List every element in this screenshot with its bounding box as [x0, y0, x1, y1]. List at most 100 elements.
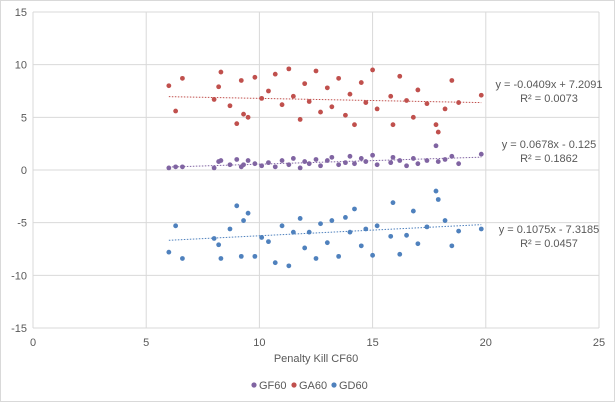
point-gf60 — [415, 161, 421, 167]
trendline-gf60 — [168, 156, 482, 168]
point-gf60 — [173, 164, 179, 170]
point-gd60 — [456, 228, 462, 234]
point-ga60 — [313, 68, 319, 74]
y-tick-label: 10 — [15, 60, 27, 72]
point-ga60 — [279, 102, 285, 108]
point-ga60 — [456, 100, 462, 105]
point-gd60 — [336, 253, 342, 259]
point-gf60 — [388, 160, 394, 166]
point-gd60 — [259, 235, 265, 240]
point-ga60 — [216, 84, 222, 90]
y-tick-label: 15 — [15, 7, 27, 19]
point-gd60 — [290, 229, 296, 235]
point-ga60 — [433, 122, 439, 128]
point-gf60 — [302, 159, 308, 164]
point-gd60 — [297, 216, 303, 221]
point-ga60 — [410, 114, 416, 120]
x-tick-label: 5 — [143, 337, 149, 349]
point-gd60 — [266, 239, 271, 245]
point-ga60 — [302, 81, 308, 87]
x-tick-label: 15 — [366, 337, 378, 349]
point-gf60 — [343, 160, 348, 166]
point-ga60 — [358, 80, 364, 85]
point-gd60 — [352, 206, 357, 212]
point-ga60 — [245, 114, 251, 120]
point-gd60 — [343, 215, 348, 220]
point-gf60 — [211, 165, 217, 171]
equation-gf60: y = 0.0678x - 0.125 — [502, 139, 596, 151]
y-tick-label: 0 — [21, 165, 27, 177]
point-ga60 — [435, 129, 441, 135]
point-ga60 — [329, 104, 335, 110]
point-gd60 — [324, 240, 330, 246]
point-ga60 — [218, 69, 224, 75]
point-gf60 — [397, 158, 403, 163]
r2-gf60: R² = 0.1862 — [520, 153, 578, 165]
point-ga60 — [336, 75, 342, 81]
point-gd60 — [410, 208, 416, 214]
point-gd60 — [166, 249, 172, 255]
point-ga60 — [238, 78, 244, 83]
point-gf60 — [180, 164, 185, 170]
point-gf60 — [227, 162, 233, 168]
legend-marker-gd60 — [331, 382, 337, 388]
point-ga60 — [415, 87, 421, 93]
point-gf60 — [363, 159, 369, 164]
x-tick-label: 25 — [593, 337, 605, 349]
point-gd60 — [397, 251, 403, 257]
point-gf60 — [433, 143, 439, 149]
point-gf60 — [424, 158, 430, 163]
trendline-equations: y = -0.0409x + 7.2091 R² = 0.0073 y = 0.06… — [495, 79, 602, 250]
point-ga60 — [478, 92, 484, 98]
point-gd60 — [216, 242, 222, 248]
point-gf60 — [245, 158, 251, 163]
point-ga60 — [343, 112, 348, 118]
point-ga60 — [404, 98, 409, 103]
point-gf60 — [449, 153, 455, 159]
point-gd60 — [306, 229, 312, 235]
data-points — [166, 66, 484, 269]
point-gd60 — [318, 221, 323, 227]
point-ga60 — [397, 73, 403, 79]
point-gf60 — [404, 163, 409, 169]
point-gd60 — [173, 223, 179, 229]
point-ga60 — [449, 78, 455, 83]
point-gd60 — [218, 256, 224, 261]
point-ga60 — [180, 75, 185, 81]
point-gd60 — [424, 224, 430, 230]
point-gf60 — [218, 158, 224, 163]
point-gf60 — [252, 161, 258, 167]
point-gf60 — [318, 163, 323, 169]
point-gd60 — [252, 253, 258, 259]
point-ga60 — [234, 121, 240, 127]
point-gd60 — [279, 223, 285, 229]
trendline-gd60 — [168, 224, 482, 241]
point-gf60 — [290, 156, 296, 161]
point-ga60 — [352, 122, 357, 128]
point-ga60 — [363, 100, 369, 105]
point-gd60 — [241, 218, 246, 223]
point-ga60 — [370, 67, 375, 73]
point-gf60 — [347, 153, 353, 159]
point-gd60 — [302, 245, 308, 251]
point-gf60 — [286, 162, 292, 168]
point-ga60 — [259, 95, 265, 101]
trendline-ga60 — [168, 96, 482, 104]
x-tick-label: 0 — [30, 337, 36, 349]
y-tick-label: -5 — [17, 218, 27, 230]
point-gf60 — [324, 158, 330, 163]
point-gf60 — [442, 157, 448, 162]
point-gd60 — [358, 243, 364, 249]
point-gd60 — [238, 253, 244, 259]
point-gd60 — [478, 226, 484, 232]
point-gd60 — [329, 218, 335, 223]
y-tick-label: 5 — [21, 112, 27, 124]
gridlines — [32, 11, 600, 329]
point-gd60 — [388, 233, 394, 239]
point-gf60 — [374, 162, 380, 168]
point-gf60 — [241, 162, 246, 168]
point-gf60 — [313, 157, 319, 162]
point-ga60 — [211, 97, 217, 102]
point-gd60 — [370, 252, 375, 258]
